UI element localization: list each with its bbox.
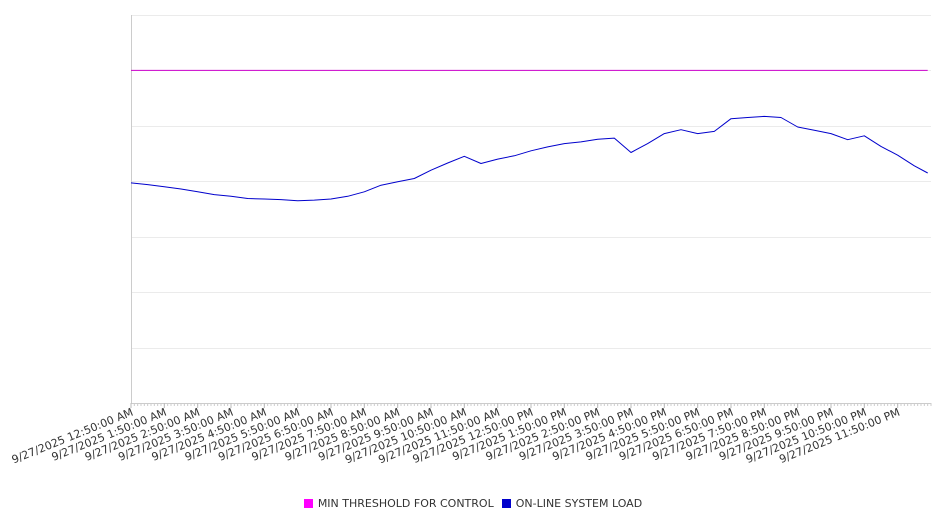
chart-legend: MIN THRESHOLD FOR CONTROL ON-LINE SYSTEM … <box>0 497 946 510</box>
series-layer <box>130 69 928 202</box>
legend-item-0[interactable]: MIN THRESHOLD FOR CONTROL <box>303 497 494 510</box>
legend-swatch <box>303 499 313 508</box>
series-line-1 <box>130 115 928 202</box>
legend-item-1[interactable]: ON-LINE SYSTEM LOAD <box>501 497 643 510</box>
legend-swatch <box>501 499 511 508</box>
x-axis-tick-labels: 9/27/2025 12:50:00 AM9/27/2025 1:50:00 A… <box>10 403 902 466</box>
chart-grid <box>131 15 931 349</box>
legend-label: MIN THRESHOLD FOR CONTROL <box>317 497 494 510</box>
legend-label: ON-LINE SYSTEM LOAD <box>515 497 643 510</box>
